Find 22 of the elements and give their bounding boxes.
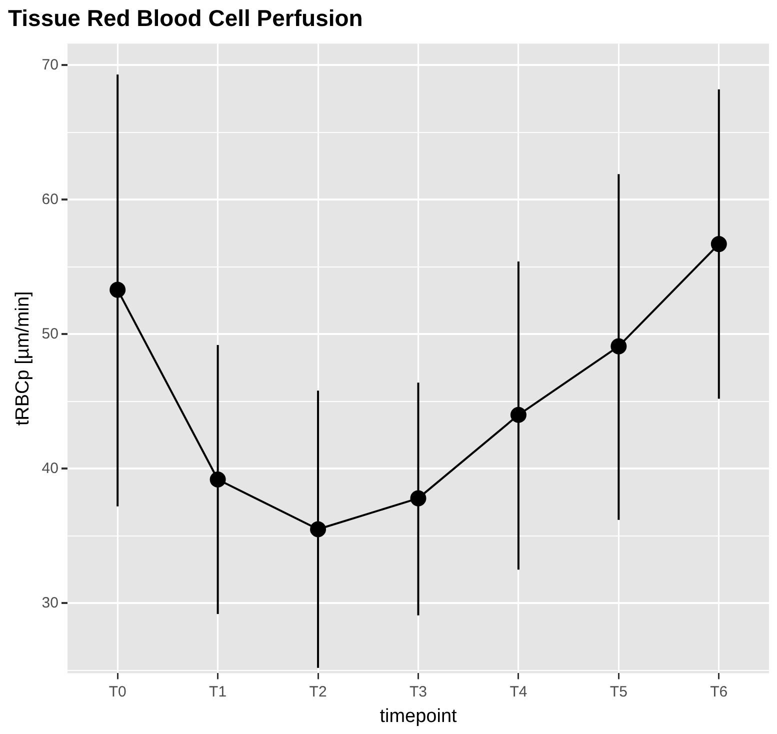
y-tick-label: 60 [42, 190, 58, 208]
y-tick-label: 50 [42, 325, 58, 342]
point [210, 471, 226, 488]
chart-title: Tissue Red Blood Cell Perfusion [8, 5, 363, 32]
point [610, 338, 627, 354]
x-tick-label: T6 [710, 683, 728, 700]
x-tick-label: T0 [108, 683, 126, 700]
x-tick-label: T1 [209, 683, 227, 700]
y-tick-label: 40 [42, 460, 58, 477]
point [310, 521, 326, 538]
point [110, 282, 126, 298]
x-axis-title: timepoint [380, 706, 458, 727]
y-axis-title: tRBCp [µm/min] [12, 291, 34, 426]
y-tick-label: 30 [42, 594, 58, 612]
point [710, 236, 727, 252]
x-tick-label: T4 [510, 683, 528, 700]
point [410, 490, 426, 506]
x-tick-label: T5 [610, 683, 628, 700]
y-tick-label: 70 [42, 56, 58, 74]
x-tick-label: T2 [309, 683, 327, 700]
x-tick-label: T3 [409, 683, 427, 700]
point [510, 406, 526, 423]
